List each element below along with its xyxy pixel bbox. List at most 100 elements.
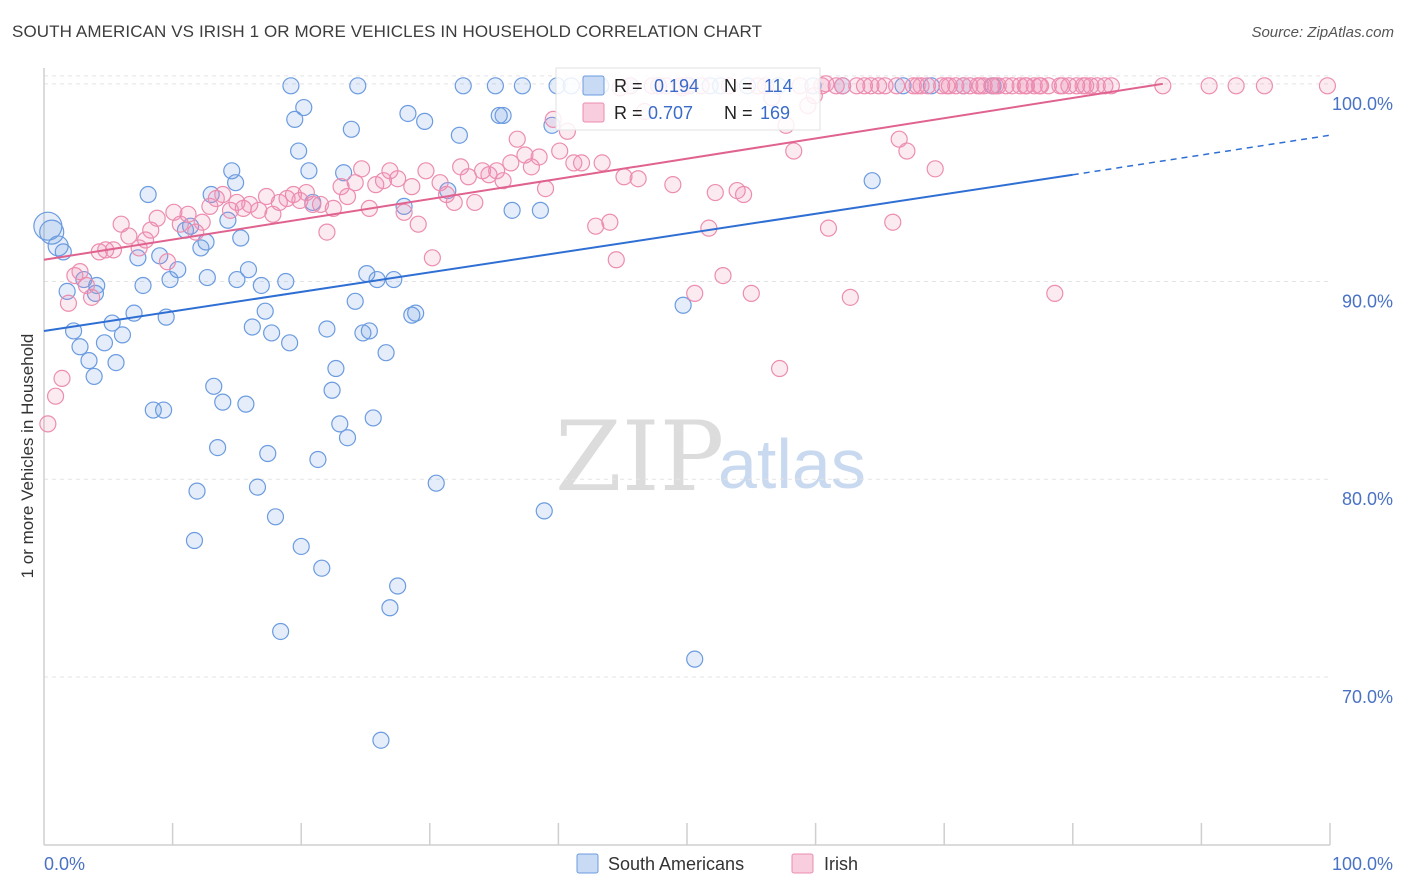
data-point — [309, 450, 327, 469]
data-point — [338, 429, 357, 447]
data-point — [1318, 77, 1337, 95]
data-point — [1077, 77, 1095, 95]
data-point — [770, 359, 789, 378]
stats-swatch-south-americans — [582, 75, 605, 96]
data-point — [374, 172, 393, 190]
data-point — [158, 253, 177, 271]
data-point — [908, 77, 926, 95]
data-point — [53, 369, 71, 388]
data-point — [700, 219, 718, 237]
data-point — [819, 219, 838, 237]
data-point — [134, 276, 152, 295]
trendlines — [43, 82, 1331, 332]
data-point — [112, 215, 130, 233]
data-point — [346, 174, 364, 192]
data-point — [890, 130, 908, 148]
watermark-atlas: atlas — [718, 425, 866, 503]
data-point — [508, 130, 526, 148]
data-point — [377, 344, 395, 362]
data-point — [282, 77, 300, 95]
data-point — [214, 185, 232, 204]
data-point — [193, 213, 211, 231]
data-point — [1068, 77, 1086, 95]
data-point — [1025, 77, 1043, 95]
data-point — [324, 199, 342, 217]
data-point — [486, 77, 504, 95]
data-point — [1046, 284, 1064, 302]
data-point — [59, 294, 78, 312]
data-point — [205, 377, 223, 395]
data-point — [95, 334, 114, 352]
stats-legend: R = 0.194 N = 114 R = 0.707 N = 169 — [555, 67, 821, 131]
data-point — [912, 77, 930, 95]
data-point — [272, 622, 290, 641]
data-point — [454, 77, 472, 95]
data-point — [488, 162, 506, 180]
data-point — [503, 201, 521, 219]
data-point — [331, 415, 349, 433]
data-point — [338, 187, 357, 206]
legend-label-south-americans: South Americans — [608, 854, 744, 874]
data-point — [228, 193, 246, 212]
data-point — [71, 263, 89, 281]
data-point — [389, 577, 407, 595]
data-point — [290, 142, 308, 160]
data-point — [494, 172, 512, 190]
data-point — [1255, 77, 1274, 95]
data-point — [1227, 77, 1245, 95]
stats-swatch-irish — [582, 102, 605, 123]
y-tick-label: 100.0% — [1332, 94, 1393, 114]
data-point — [237, 395, 255, 413]
data-point — [926, 160, 944, 178]
data-point — [85, 367, 103, 386]
data-point — [855, 77, 874, 95]
data-point — [346, 292, 364, 310]
data-point — [1016, 77, 1034, 95]
y-tick-labels: 70.0% 80.0% 90.0% 100.0% — [1332, 94, 1393, 707]
data-point — [734, 185, 753, 204]
data-point — [629, 170, 647, 188]
data-point — [120, 227, 138, 245]
data-point — [572, 154, 591, 172]
stats-n-label-1: N = — [724, 103, 753, 123]
data-point — [154, 401, 173, 419]
data-point — [494, 106, 512, 125]
source-credit: Source: ZipAtlas.com — [1251, 24, 1394, 41]
data-point — [742, 284, 760, 302]
data-point — [209, 439, 227, 457]
data-point — [607, 251, 625, 269]
data-point — [407, 304, 425, 322]
data-point — [256, 302, 274, 320]
data-point — [248, 478, 267, 496]
data-point — [259, 444, 277, 463]
points-south-americans — [33, 77, 1002, 749]
data-point — [185, 531, 204, 550]
trendline — [43, 82, 1163, 261]
data-point — [938, 77, 956, 95]
data-point — [372, 731, 390, 749]
data-point — [342, 120, 360, 138]
data-point — [219, 211, 237, 229]
stats-r-value-0: 0.194 — [654, 76, 699, 96]
bottom-legend: South Americans Irish — [576, 853, 858, 874]
data-point — [313, 559, 331, 577]
data-point — [884, 213, 902, 231]
data-point — [148, 209, 166, 227]
data-point — [530, 148, 548, 166]
stats-r-value-1: 0.707 — [648, 103, 693, 123]
data-point — [364, 409, 382, 427]
data-point — [353, 160, 371, 178]
data-point — [270, 193, 288, 212]
trendline — [43, 173, 1073, 332]
data-point — [323, 381, 341, 399]
data-point — [354, 324, 372, 342]
data-point — [292, 537, 310, 556]
data-point — [332, 178, 350, 196]
stats-r-label-1: R = — [614, 103, 643, 123]
y-tick-label: 80.0% — [1342, 489, 1393, 509]
data-point — [898, 142, 916, 160]
y-tick-label: 90.0% — [1342, 292, 1393, 312]
data-point — [888, 77, 906, 95]
data-point — [686, 650, 704, 668]
data-point — [241, 195, 259, 214]
